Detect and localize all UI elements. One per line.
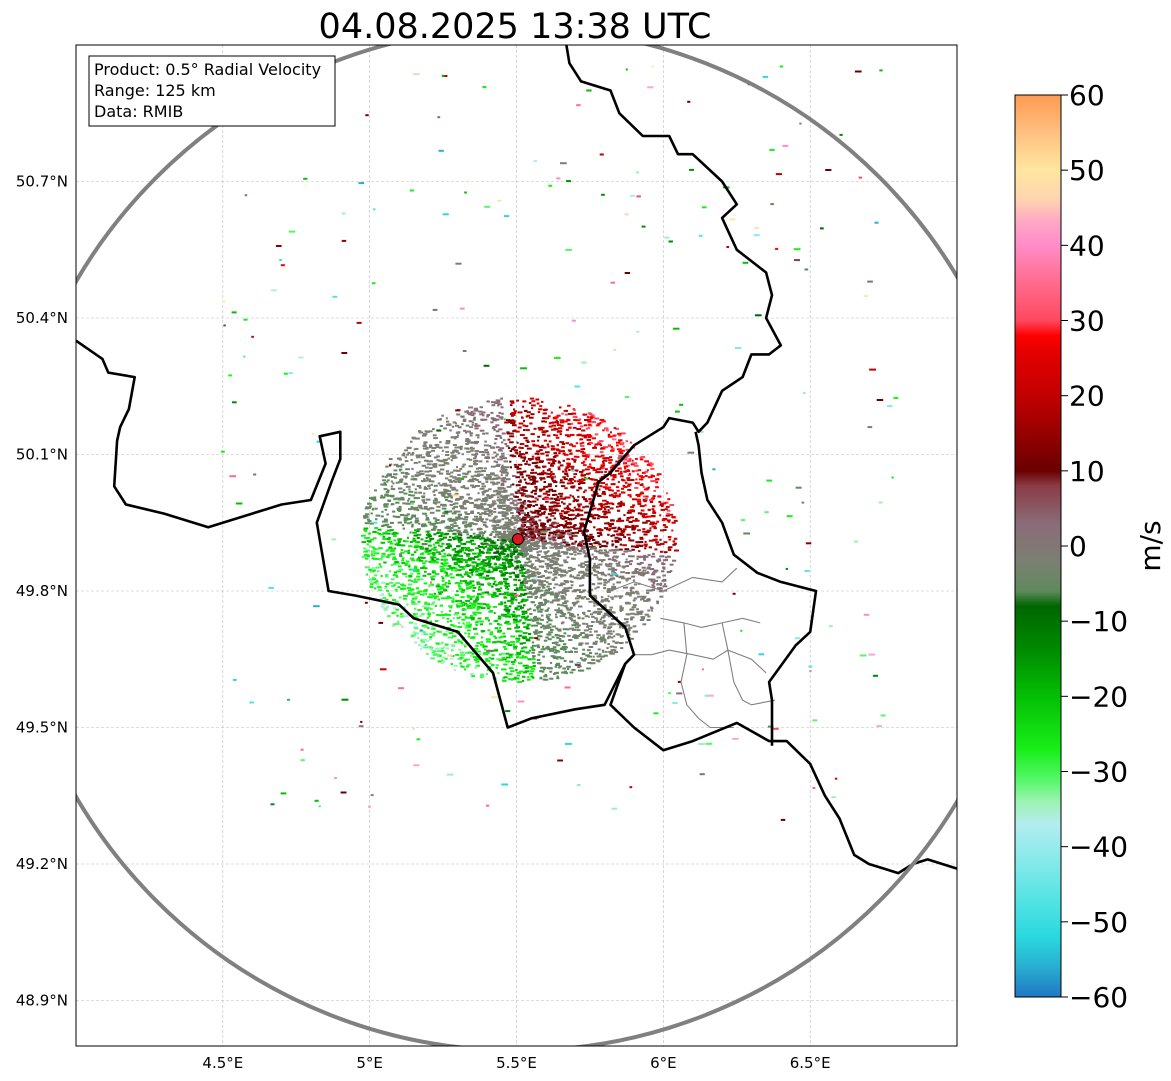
map-title: 04.08.2025 13:38 UTC — [319, 7, 712, 47]
y-tick-label: 50.4°N — [16, 309, 68, 327]
y-tick-label: 48.9°N — [16, 992, 68, 1010]
colorbar-tick-label: −20 — [1069, 680, 1128, 713]
colorbar-tick-label: 40 — [1069, 229, 1105, 262]
info-source: Data: RMIB — [94, 102, 183, 121]
border-luxembourg-germany — [694, 431, 818, 746]
x-axis-ticks: 4.5°E 5°E 5.5°E 6°E 6.5°E — [202, 1054, 830, 1072]
colorbar-tick-label: −10 — [1069, 605, 1128, 638]
colorbar-tick-label: 30 — [1069, 305, 1105, 338]
colorbar-tick-label: 0 — [1069, 530, 1087, 563]
border-belgium — [76, 45, 783, 729]
colorbar-tick-label: 20 — [1069, 380, 1105, 413]
x-tick-label: 5.5°E — [496, 1054, 537, 1072]
colorbar-bar — [1014, 94, 1062, 998]
map-area: 4.5°E 5°E 5.5°E 6°E 6.5°E 50.7°N 50.4°N 50.1°N… — [16, 44, 958, 1072]
radar-site-marker[interactable] — [511, 533, 524, 546]
colorbar-tick-label: −60 — [1069, 981, 1128, 1014]
y-tick-label: 49.8°N — [16, 582, 68, 600]
x-tick-label: 5°E — [356, 1054, 383, 1072]
velocity-echoes — [221, 65, 899, 821]
colorbar-tick-label: −40 — [1069, 831, 1128, 864]
colorbar-tick-label: 10 — [1069, 455, 1105, 488]
x-tick-label: 6°E — [650, 1054, 677, 1072]
info-product: Product: 0.5° Radial Velocity — [94, 60, 321, 79]
y-axis-ticks: 50.7°N 50.4°N 50.1°N 49.8°N 49.5°N 49.2°N 48.9… — [16, 173, 68, 1010]
colorbar-tick-label: −30 — [1069, 756, 1128, 789]
colorbar-label: m/s — [1134, 520, 1167, 571]
colorbar-tick-label: 50 — [1069, 154, 1105, 187]
colorbar: 60 50 40 30 20 10 0 −10 −20 −30 −40 −50 −60 m/s — [1014, 79, 1167, 1014]
colorbar-ticks: 60 50 40 30 20 10 0 −10 −20 −30 −40 −50 −60 — [1061, 79, 1128, 1014]
y-tick-label: 50.1°N — [16, 446, 68, 464]
national-borders — [76, 45, 957, 875]
info-box: Product: 0.5° Radial Velocity Range: 125… — [88, 55, 336, 127]
colorbar-tick-label: −50 — [1069, 906, 1128, 939]
canton-line — [680, 622, 734, 729]
border-luxembourg-france — [609, 663, 957, 875]
y-tick-label: 49.2°N — [16, 855, 68, 873]
canton-line — [610, 567, 738, 592]
colorbar-tick-label: 60 — [1069, 79, 1105, 112]
canton-line — [660, 617, 761, 628]
info-range: Range: 125 km — [94, 81, 216, 100]
y-tick-label: 50.7°N — [16, 173, 68, 191]
x-tick-label: 4.5°E — [202, 1054, 243, 1072]
y-tick-label: 49.5°N — [16, 719, 68, 737]
canton-line — [634, 649, 767, 674]
x-tick-label: 6.5°E — [790, 1054, 831, 1072]
canton-borders — [610, 567, 776, 729]
canton-line — [721, 622, 776, 706]
